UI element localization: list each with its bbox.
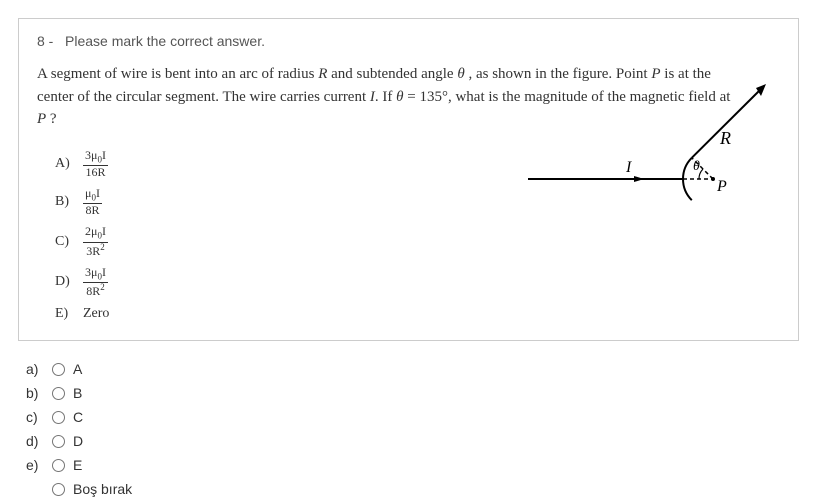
answer-radio-e[interactable] xyxy=(52,459,65,472)
answer-val-c: C xyxy=(73,409,83,425)
answer-val-e: E xyxy=(73,457,82,473)
option-e-value: Zero xyxy=(83,306,109,322)
answer-val-blank: Boş bırak xyxy=(73,481,132,497)
answer-row-blank[interactable]: Boş bırak xyxy=(26,481,799,497)
option-c-value: 2μ0I 3R2 xyxy=(83,225,108,257)
option-b-value: μ0I 8R xyxy=(83,187,102,217)
question-instruction: Please mark the correct answer. xyxy=(65,33,265,49)
option-d-value: 3μ0I 8R2 xyxy=(83,266,108,298)
answer-radio-a[interactable] xyxy=(52,363,65,376)
answer-key-d: d) xyxy=(26,433,44,449)
answer-val-d: D xyxy=(73,433,83,449)
answer-radio-b[interactable] xyxy=(52,387,65,400)
svg-text:θ: θ xyxy=(693,159,700,174)
option-e: E) Zero xyxy=(55,306,780,322)
answer-val-a: A xyxy=(73,361,82,377)
option-a-label: A) xyxy=(55,156,73,172)
answer-key-e: e) xyxy=(26,457,44,473)
answer-row-b[interactable]: b) B xyxy=(26,385,799,401)
question-figure: I R θ P xyxy=(518,84,768,214)
option-c-label: C) xyxy=(55,234,73,250)
option-b-label: B) xyxy=(55,194,73,210)
svg-text:R: R xyxy=(719,128,731,148)
answer-row-e[interactable]: e) E xyxy=(26,457,799,473)
answer-key-a: a) xyxy=(26,361,44,377)
answer-row-c[interactable]: c) C xyxy=(26,409,799,425)
answer-val-b: B xyxy=(73,385,82,401)
question-number: 8 - xyxy=(37,33,53,49)
answer-radio-c[interactable] xyxy=(52,411,65,424)
answer-choices: a) A b) B c) C d) D e) E Boş bırak xyxy=(26,361,799,497)
option-a-value: 3μ0I 16R xyxy=(83,149,108,179)
svg-text:P: P xyxy=(716,178,727,195)
answer-row-a[interactable]: a) A xyxy=(26,361,799,377)
option-e-label: E) xyxy=(55,306,73,322)
question-box: 8 - Please mark the correct answer. A se… xyxy=(18,18,799,341)
answer-radio-blank[interactable] xyxy=(52,483,65,496)
option-d: D) 3μ0I 8R2 xyxy=(55,266,780,298)
question-header: 8 - Please mark the correct answer. xyxy=(37,33,780,49)
svg-text:I: I xyxy=(625,159,632,176)
option-c: C) 2μ0I 3R2 xyxy=(55,225,780,257)
answer-row-d[interactable]: d) D xyxy=(26,433,799,449)
option-d-label: D) xyxy=(55,274,73,290)
answer-key-b: b) xyxy=(26,385,44,401)
answer-radio-d[interactable] xyxy=(52,435,65,448)
answer-key-c: c) xyxy=(26,409,44,425)
